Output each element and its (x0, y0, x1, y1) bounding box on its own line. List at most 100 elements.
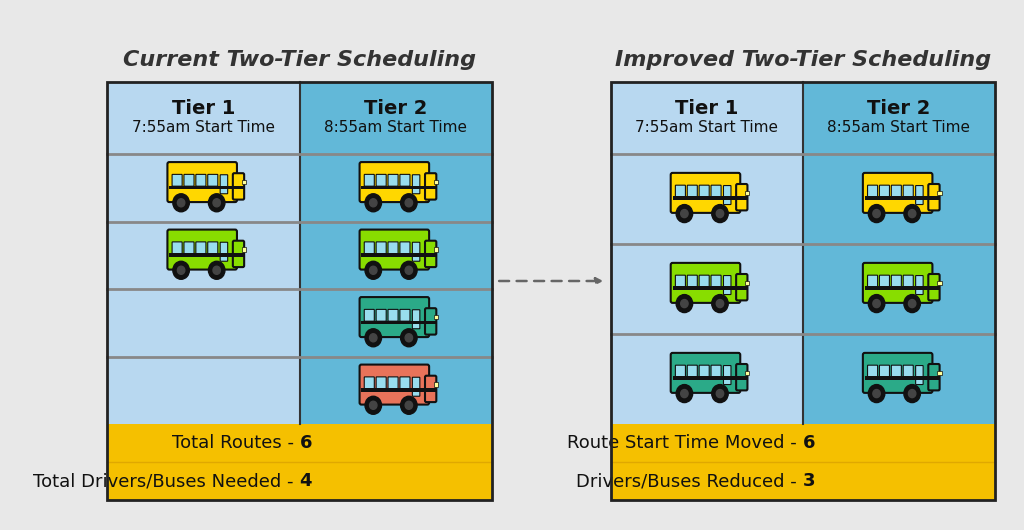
Text: Total Drivers/Buses Needed -: Total Drivers/Buses Needed - (34, 472, 300, 490)
FancyBboxPatch shape (196, 242, 206, 254)
FancyBboxPatch shape (376, 377, 386, 388)
FancyBboxPatch shape (711, 365, 721, 377)
Bar (361, 186, 436, 189)
FancyBboxPatch shape (388, 174, 398, 186)
FancyBboxPatch shape (867, 185, 878, 197)
FancyBboxPatch shape (699, 185, 710, 197)
Circle shape (213, 266, 220, 275)
Text: 8:55am Start Time: 8:55am Start Time (827, 120, 971, 136)
Text: 6: 6 (803, 434, 815, 452)
FancyBboxPatch shape (687, 275, 697, 287)
FancyBboxPatch shape (903, 365, 913, 377)
FancyBboxPatch shape (376, 310, 386, 321)
Text: Tier 2: Tier 2 (867, 99, 931, 118)
Circle shape (868, 295, 885, 313)
Circle shape (716, 209, 724, 218)
Circle shape (400, 194, 417, 212)
Circle shape (213, 199, 220, 207)
Text: Route Start Time Moved -: Route Start Time Moved - (567, 434, 803, 452)
FancyBboxPatch shape (208, 242, 218, 254)
Text: Tier 1: Tier 1 (675, 99, 738, 118)
FancyBboxPatch shape (184, 242, 194, 254)
Text: 4: 4 (300, 472, 312, 490)
Bar (937, 191, 942, 195)
Text: Tier 2: Tier 2 (364, 99, 427, 118)
Bar (864, 376, 939, 380)
FancyBboxPatch shape (915, 186, 924, 205)
FancyBboxPatch shape (863, 173, 933, 213)
Bar (745, 281, 750, 285)
Bar (169, 253, 244, 257)
FancyBboxPatch shape (891, 275, 901, 287)
Circle shape (365, 329, 382, 347)
Circle shape (173, 261, 189, 279)
FancyBboxPatch shape (413, 310, 420, 329)
FancyBboxPatch shape (867, 275, 878, 287)
Circle shape (872, 209, 881, 218)
Bar (610, 82, 995, 500)
FancyBboxPatch shape (880, 365, 890, 377)
Circle shape (681, 299, 688, 307)
FancyBboxPatch shape (880, 185, 890, 197)
FancyBboxPatch shape (196, 174, 206, 186)
FancyBboxPatch shape (676, 185, 685, 197)
Circle shape (365, 396, 382, 414)
FancyBboxPatch shape (376, 174, 386, 186)
Text: Drivers/Buses Reduced -: Drivers/Buses Reduced - (577, 472, 803, 490)
FancyBboxPatch shape (867, 365, 878, 377)
Circle shape (712, 385, 728, 403)
Bar (361, 321, 436, 324)
Circle shape (676, 295, 692, 313)
FancyBboxPatch shape (699, 365, 710, 377)
Circle shape (406, 401, 413, 409)
Circle shape (908, 390, 915, 398)
Circle shape (872, 390, 881, 398)
Text: Tier 1: Tier 1 (172, 99, 236, 118)
Circle shape (712, 295, 728, 313)
Text: 8:55am Start Time: 8:55am Start Time (325, 120, 467, 136)
Text: 7:55am Start Time: 7:55am Start Time (635, 120, 778, 136)
Circle shape (177, 266, 184, 275)
Bar (434, 248, 438, 252)
FancyBboxPatch shape (413, 175, 420, 194)
FancyBboxPatch shape (929, 274, 940, 301)
Bar (937, 370, 942, 375)
FancyBboxPatch shape (359, 297, 429, 337)
FancyBboxPatch shape (184, 174, 194, 186)
FancyBboxPatch shape (676, 275, 685, 287)
FancyBboxPatch shape (220, 175, 227, 194)
FancyBboxPatch shape (232, 173, 244, 200)
Circle shape (406, 266, 413, 275)
FancyBboxPatch shape (863, 263, 933, 303)
Bar (108, 424, 492, 500)
Circle shape (872, 299, 881, 307)
FancyBboxPatch shape (365, 174, 375, 186)
Bar (610, 424, 995, 500)
FancyBboxPatch shape (167, 229, 237, 270)
Circle shape (712, 205, 728, 223)
FancyBboxPatch shape (724, 276, 731, 295)
Circle shape (868, 205, 885, 223)
FancyBboxPatch shape (365, 242, 375, 254)
FancyBboxPatch shape (376, 242, 386, 254)
Bar (864, 197, 939, 200)
Circle shape (370, 199, 377, 207)
FancyBboxPatch shape (880, 275, 890, 287)
FancyBboxPatch shape (425, 376, 436, 402)
FancyBboxPatch shape (425, 241, 436, 267)
FancyBboxPatch shape (388, 377, 398, 388)
Bar (169, 186, 244, 189)
Text: 3: 3 (803, 472, 815, 490)
Circle shape (365, 261, 382, 279)
Circle shape (400, 329, 417, 347)
FancyBboxPatch shape (365, 377, 375, 388)
Bar (673, 287, 746, 290)
Bar (937, 281, 942, 285)
FancyBboxPatch shape (220, 242, 227, 261)
Circle shape (177, 199, 184, 207)
Bar (242, 180, 246, 184)
FancyBboxPatch shape (929, 184, 940, 210)
Circle shape (400, 396, 417, 414)
FancyBboxPatch shape (359, 162, 429, 202)
Circle shape (406, 334, 413, 342)
